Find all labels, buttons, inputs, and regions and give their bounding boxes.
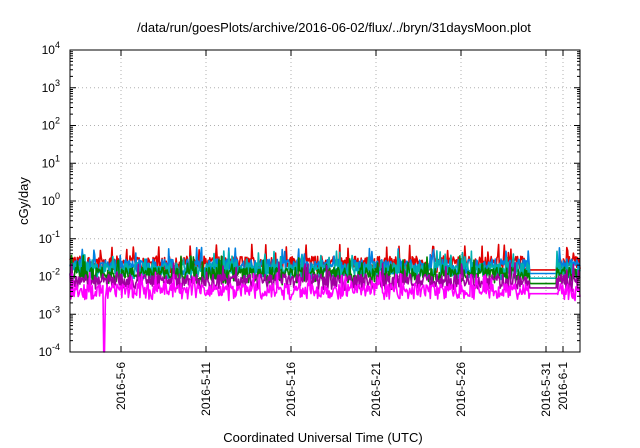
y-tick-label: 10-2	[39, 267, 60, 284]
y-tick-label: 103	[42, 78, 60, 95]
x-tick-label: 2016-5-16	[284, 362, 298, 417]
x-tick-label: 2016-5-31	[539, 362, 553, 417]
series-line-6	[69, 271, 581, 353]
y-tick-exponent: -4	[52, 342, 60, 352]
x-axis-label: Coordinated Universal Time (UTC)	[223, 430, 422, 445]
x-tick-label: 2016-5-26	[454, 362, 468, 417]
y-tick-label: 102	[42, 116, 60, 133]
y-tick-exponent: -2	[52, 267, 60, 277]
y-tick-exponent: 1	[55, 153, 60, 163]
y-tick-exponent: -3	[52, 304, 60, 314]
y-tick-label: 10-1	[39, 229, 60, 246]
y-tick-label: 100	[42, 191, 60, 208]
y-tick-exponent: -1	[52, 229, 60, 239]
x-axis: 2016-5-6 2016-5-11 2016-5-16 2016-5-21 2016-…	[114, 50, 570, 417]
x-tick-label: 2016-5-6	[114, 362, 128, 410]
y-tick-exponent: 2	[55, 116, 60, 126]
chart-title: /data/run/goesPlots/archive/2016-06-02/f…	[137, 20, 531, 35]
y-tick-exponent: 3	[55, 78, 60, 88]
y-axis-label: cGy/day	[16, 177, 31, 225]
series-group	[69, 243, 581, 353]
y-tick-label: 104	[42, 40, 60, 57]
y-tick-exponent: 0	[55, 191, 60, 201]
x-tick-label: 2016-6-1	[556, 362, 570, 410]
y-tick-label: 10-3	[39, 304, 60, 321]
y-tick-label: 10-4	[39, 342, 60, 359]
grid	[70, 50, 580, 352]
x-tick-label: 2016-5-21	[369, 362, 383, 417]
x-tick-label: 2016-5-11	[199, 362, 213, 416]
y-tick-label: 101	[42, 153, 60, 170]
y-tick-exponent: 4	[55, 40, 60, 50]
series-line-2	[69, 246, 581, 278]
